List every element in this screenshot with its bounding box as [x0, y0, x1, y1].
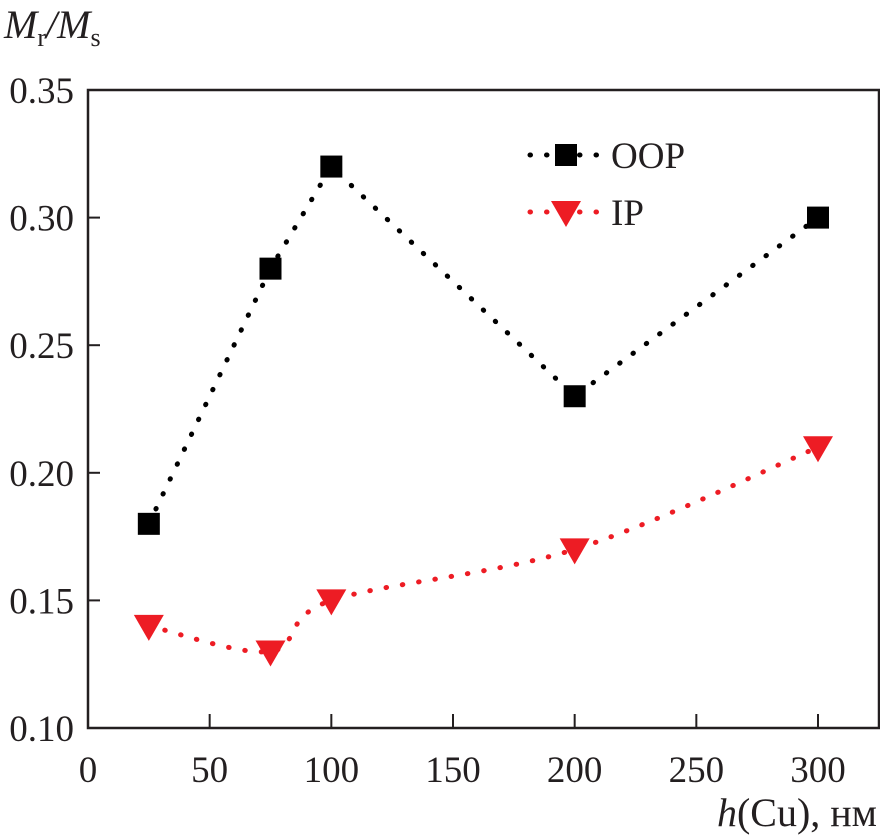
- y-tick-label: 0.15: [9, 581, 74, 622]
- data-point-ip: [316, 589, 347, 616]
- legend-label-ip: IP: [611, 193, 644, 234]
- y-tick-label: 0.10: [9, 709, 74, 750]
- plot-frame: [86, 88, 880, 730]
- legend-marker-oop: [555, 144, 577, 166]
- x-axis-title: h(Cu), нм: [717, 790, 877, 835]
- series-lines: [146, 162, 821, 655]
- axes: 0.10 0.15 0.20 0.25 0.30 0.35 0 50 100 150 200 250 3…: [9, 71, 880, 791]
- x-tick-label: 0: [79, 750, 98, 791]
- data-point-oop: [137, 512, 160, 535]
- data-point-ip: [559, 538, 590, 565]
- x-tick-label: 150: [425, 750, 481, 791]
- series-markers: [133, 155, 833, 667]
- data-point-oop: [807, 206, 829, 229]
- x-tick-label: 200: [547, 750, 603, 791]
- data-point-ip: [803, 436, 833, 463]
- data-point-ip: [133, 614, 164, 641]
- x-tick-label: 100: [304, 750, 360, 791]
- series-line-oop: [146, 162, 821, 527]
- data-point-oop: [259, 257, 282, 280]
- legend-label-oop: OOP: [611, 136, 685, 177]
- data-point-oop: [320, 155, 343, 178]
- x-tick-label: 300: [790, 750, 846, 791]
- x-tick-label: 250: [669, 750, 725, 791]
- y-tick-label: 0.25: [9, 326, 74, 367]
- y-tick-label: 0.30: [9, 199, 74, 240]
- legend: OOP IP: [527, 136, 685, 234]
- series-line-ip: [146, 444, 821, 655]
- y-tick-label: 0.35: [9, 71, 74, 112]
- y-tick-label: 0.20: [9, 454, 74, 495]
- x-tick-label: 50: [191, 750, 228, 791]
- y-axis-title: Mr/Ms: [3, 2, 101, 52]
- legend-marker-ip: [551, 201, 581, 227]
- data-point-oop: [563, 385, 586, 408]
- data-point-ip: [255, 640, 286, 667]
